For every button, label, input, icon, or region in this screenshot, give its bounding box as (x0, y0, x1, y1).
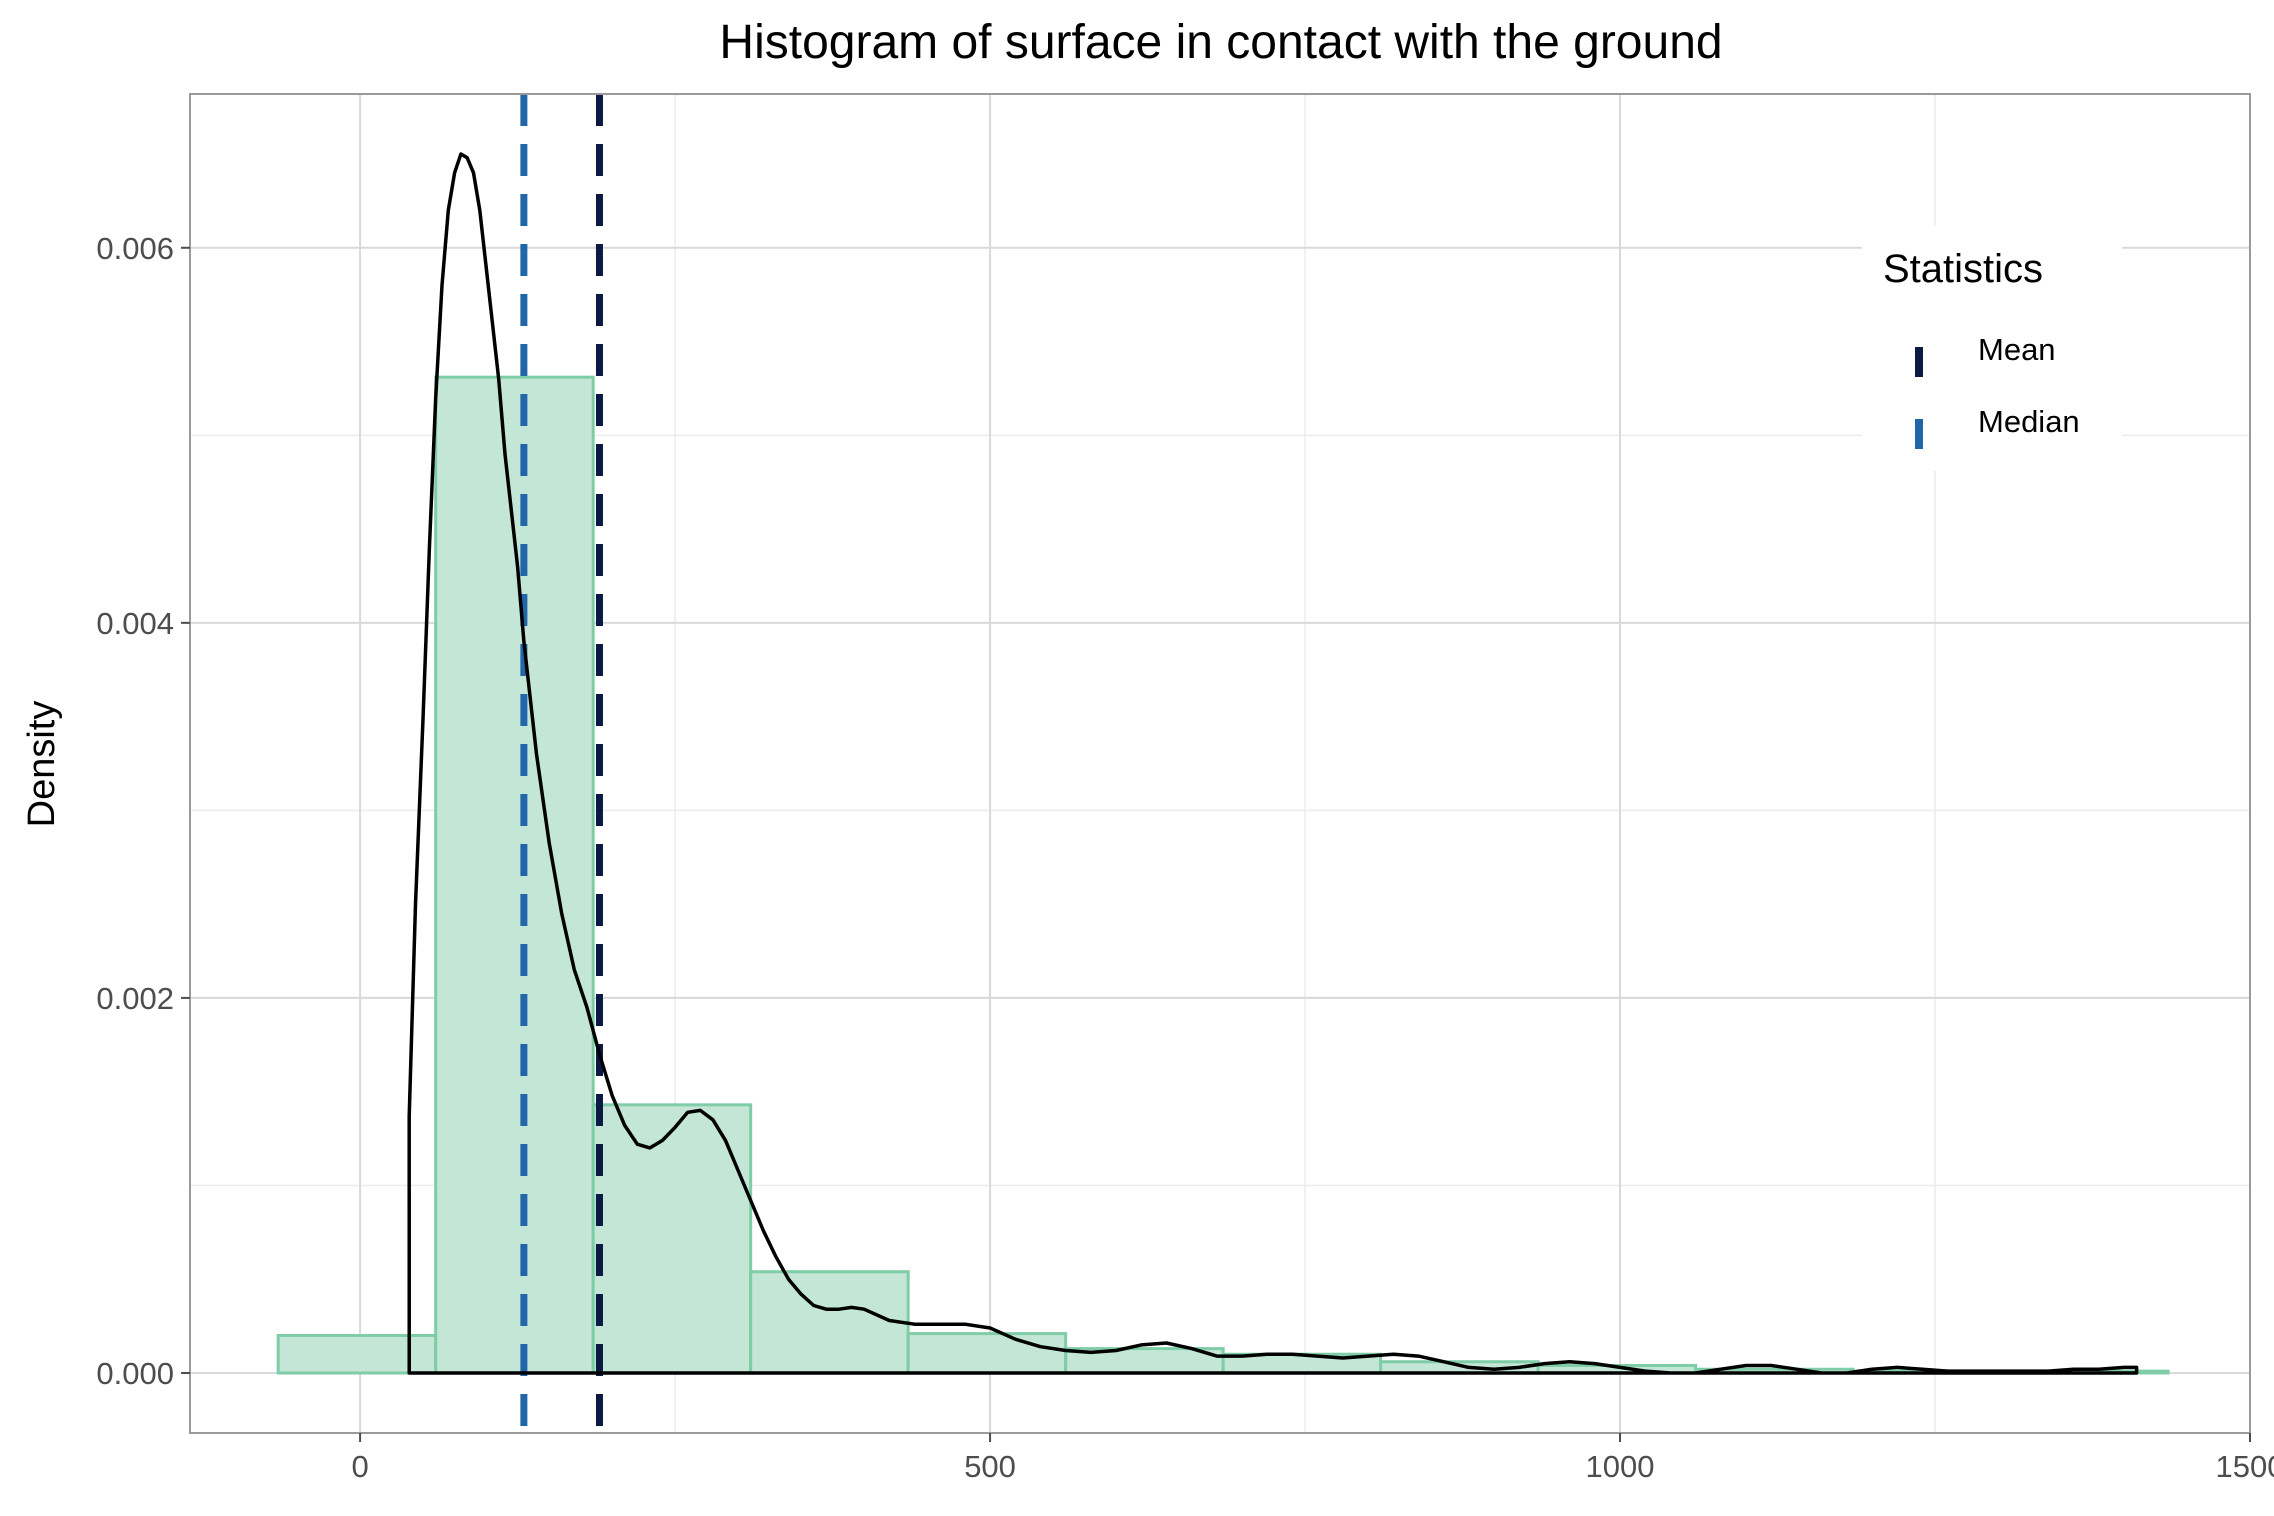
legend: Statistics Mean Median (1862, 226, 2122, 471)
y-tick-label: 0.004 (96, 606, 174, 641)
y-axis-label: Density (21, 701, 63, 828)
y-axis-ticks: 0.000 0.002 0.004 0.006 (96, 231, 190, 1391)
y-tick-label: 0.000 (96, 1356, 174, 1391)
histogram-bar (591, 1103, 753, 1375)
histogram-bar (276, 1333, 438, 1375)
median-legend-label: Median (1978, 404, 2080, 439)
legend-background (1862, 226, 2122, 471)
statistic-lines (520, 94, 603, 1433)
plot-border (189, 93, 2251, 1434)
legend-title: Statistics (1883, 247, 2043, 291)
histogram-bar (749, 1270, 910, 1375)
density-curve (407, 152, 2139, 1375)
median-legend-key (1915, 419, 1923, 449)
x-tick-label: 500 (964, 1449, 1016, 1484)
x-tick-label: 0 (351, 1449, 368, 1484)
x-tick-label: 1000 (1586, 1449, 1655, 1484)
mean-legend-label: Mean (1978, 332, 2056, 367)
y-tick-label: 0.002 (96, 981, 174, 1016)
legend-entries: Mean Median (1915, 332, 2080, 449)
histogram-bar (906, 1332, 1068, 1375)
chart-title: Histogram of surface in contact with the… (719, 16, 1722, 69)
mean-legend-key (1915, 347, 1923, 377)
y-tick-label: 0.006 (96, 231, 174, 266)
